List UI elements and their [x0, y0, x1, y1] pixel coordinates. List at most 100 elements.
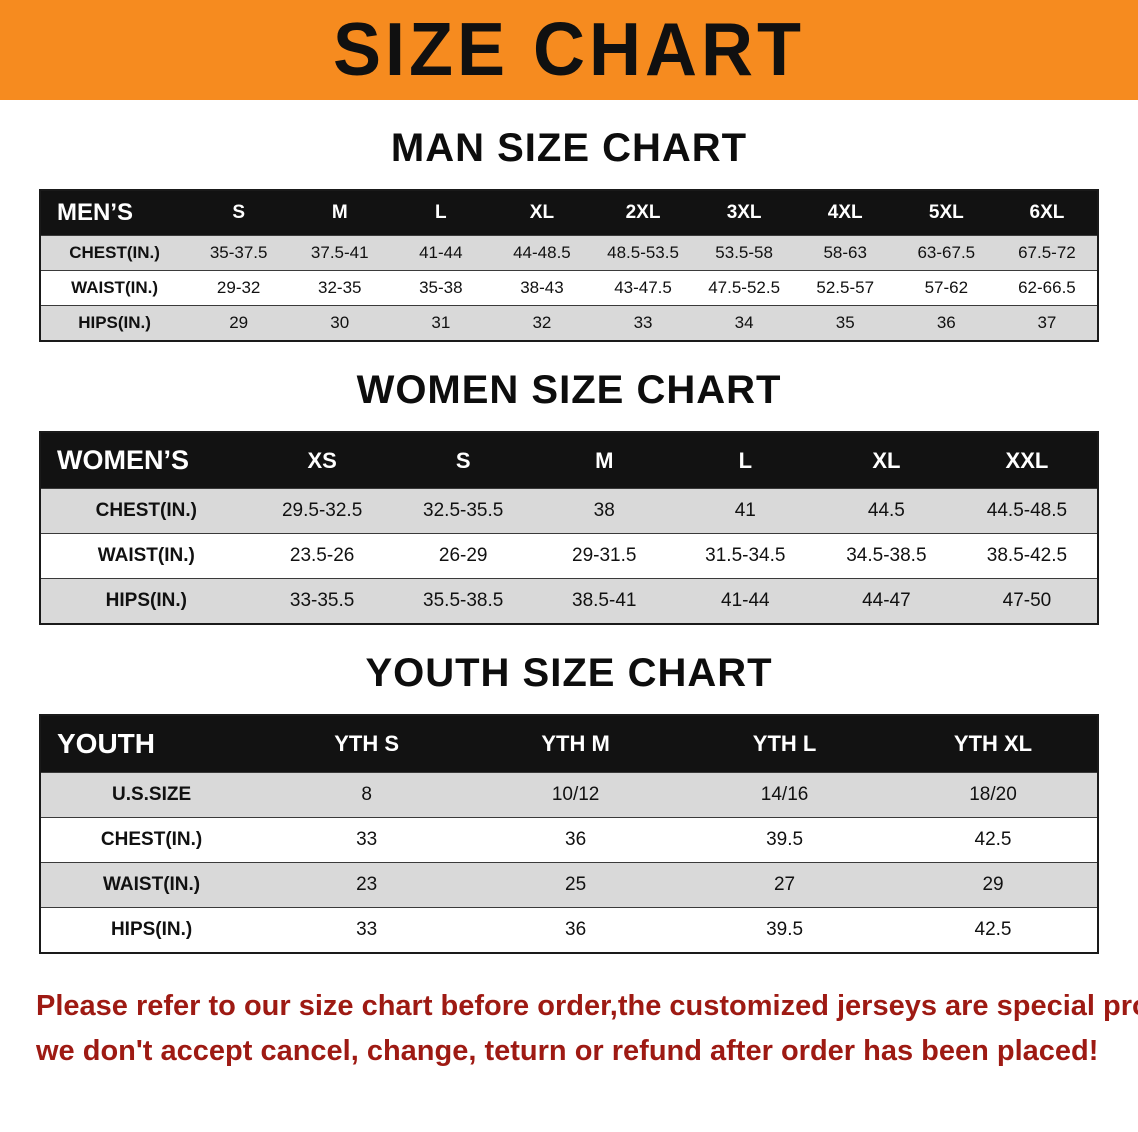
- row-label: HIPS(IN.): [40, 305, 189, 342]
- table-cell: 34: [693, 305, 795, 342]
- column-header: YTH M: [471, 714, 681, 773]
- row-label: CHEST(IN.): [40, 235, 189, 271]
- women-table-label: WOMEN’S: [40, 431, 252, 489]
- table-cell: 58-63: [794, 235, 896, 271]
- youth-section-title: YOUTH SIZE CHART: [365, 651, 773, 695]
- column-header: XS: [251, 431, 393, 489]
- column-header: S: [188, 189, 290, 236]
- table-cell: 35-37.5: [188, 235, 290, 271]
- table-cell: 33: [592, 305, 694, 342]
- table-cell: 29: [188, 305, 290, 342]
- table-cell: 47.5-52.5: [693, 270, 795, 306]
- table-cell: 38.5-41: [533, 578, 675, 625]
- table-row: WAIST(IN.) 23 25 27 29: [40, 862, 1098, 908]
- table-cell: 44.5-48.5: [956, 488, 1098, 534]
- table-cell: 41-44: [390, 235, 492, 271]
- column-header: YTH S: [262, 714, 472, 773]
- column-header: L: [674, 431, 816, 489]
- order-notice: Please refer to our size chart before or…: [36, 984, 1138, 1074]
- table-cell: 33-35.5: [251, 578, 393, 625]
- order-notice-line-1: Please refer to our size chart before or…: [36, 990, 1138, 1022]
- men-section-title: MAN SIZE CHART: [390, 126, 748, 170]
- row-label: U.S.SIZE: [40, 772, 263, 818]
- table-row: HIPS(IN.) 33-35.5 35.5-38.5 38.5-41 41-44 44-…: [40, 578, 1098, 625]
- youth-size-table: YOUTH YTH S YTH M YTH L YTH XL U.S.SIZE 8 10/12…: [39, 714, 1099, 954]
- table-cell: 36: [471, 817, 681, 863]
- table-cell: 47-50: [956, 578, 1098, 625]
- table-cell: 32: [491, 305, 593, 342]
- table-cell: 35: [794, 305, 896, 342]
- column-header: M: [289, 189, 391, 236]
- table-cell: 23: [262, 862, 472, 908]
- table-cell: 38: [533, 488, 675, 534]
- table-cell: 34.5-38.5: [815, 533, 957, 579]
- row-label: WAIST(IN.): [40, 270, 189, 306]
- row-label: HIPS(IN.): [40, 578, 252, 625]
- table-cell: 63-67.5: [895, 235, 997, 271]
- size-chart-banner: SIZE CHART: [0, 0, 1138, 100]
- table-cell: 29.5-32.5: [251, 488, 393, 534]
- table-cell: 36: [895, 305, 997, 342]
- table-cell: 33: [262, 907, 472, 954]
- women-size-chart-section: WOMEN SIZE CHART WOMEN’S XS S M L XL XXL CHEST(…: [0, 368, 1138, 625]
- table-cell: 48.5-53.5: [592, 235, 694, 271]
- table-cell: 62-66.5: [996, 270, 1098, 306]
- table-cell: 31: [390, 305, 492, 342]
- table-cell: 29-31.5: [533, 533, 675, 579]
- table-cell: 44-47: [815, 578, 957, 625]
- table-cell: 29-32: [188, 270, 290, 306]
- table-cell: 37.5-41: [289, 235, 391, 271]
- table-row: WAIST(IN.) 23.5-26 26-29 29-31.5 31.5-34.5 34…: [40, 533, 1098, 579]
- table-row: WAIST(IN.) 29-32 32-35 35-38 38-43 43-47.5 47.…: [40, 270, 1098, 306]
- column-header: XL: [815, 431, 957, 489]
- table-cell: 39.5: [680, 907, 890, 954]
- table-row: U.S.SIZE 8 10/12 14/16 18/20: [40, 772, 1098, 818]
- table-cell: 38-43: [491, 270, 593, 306]
- table-cell: 10/12: [471, 772, 681, 818]
- column-header: L: [390, 189, 492, 236]
- row-label: HIPS(IN.): [40, 907, 263, 954]
- table-cell: 38.5-42.5: [956, 533, 1098, 579]
- table-row: HIPS(IN.) 33 36 39.5 42.5: [40, 907, 1098, 954]
- table-cell: 53.5-58: [693, 235, 795, 271]
- table-cell: 36: [471, 907, 681, 954]
- table-cell: 29: [889, 862, 1098, 908]
- table-cell: 23.5-26: [251, 533, 393, 579]
- page-title: SIZE CHART: [333, 8, 805, 93]
- table-cell: 35.5-38.5: [392, 578, 534, 625]
- men-table-label: MEN’S: [40, 189, 189, 236]
- table-cell: 42.5: [889, 817, 1098, 863]
- table-row: CHEST(IN.) 33 36 39.5 42.5: [40, 817, 1098, 863]
- table-cell: 43-47.5: [592, 270, 694, 306]
- table-cell: 25: [471, 862, 681, 908]
- table-cell: 14/16: [680, 772, 890, 818]
- table-row: CHEST(IN.) 29.5-32.5 32.5-35.5 38 41 44.5 44.5…: [40, 488, 1098, 534]
- youth-size-chart-section: YOUTH SIZE CHART YOUTH YTH S YTH M YTH L YTH…: [0, 651, 1138, 954]
- column-header: M: [533, 431, 675, 489]
- table-header-row: YOUTH YTH S YTH M YTH L YTH XL: [40, 714, 1098, 773]
- table-cell: 32.5-35.5: [392, 488, 534, 534]
- table-cell: 26-29: [392, 533, 534, 579]
- table-cell: 31.5-34.5: [674, 533, 816, 579]
- table-cell: 44-48.5: [491, 235, 593, 271]
- column-header: 3XL: [693, 189, 795, 236]
- row-label: CHEST(IN.): [40, 817, 263, 863]
- men-size-table-wrap: MEN’S S M L XL 2XL 3XL 4XL 5XL 6XL CHEST(IN.) 35-37…: [39, 189, 1099, 342]
- women-size-table: WOMEN’S XS S M L XL XXL CHEST(IN.) 29.5-32.5 32.5…: [39, 431, 1099, 625]
- table-cell: 67.5-72: [996, 235, 1098, 271]
- table-row: HIPS(IN.) 29 30 31 32 33 34 35 36 37: [40, 305, 1098, 342]
- table-cell: 44.5: [815, 488, 957, 534]
- men-size-chart-section: MAN SIZE CHART MEN’S S M L XL 2XL 3XL 4XL 5XL 6XL…: [0, 126, 1138, 342]
- column-header: S: [392, 431, 534, 489]
- table-cell: 18/20: [889, 772, 1098, 818]
- youth-table-label: YOUTH: [40, 714, 263, 773]
- women-section-title: WOMEN SIZE CHART: [356, 368, 782, 412]
- table-cell: 27: [680, 862, 890, 908]
- table-header-row: WOMEN’S XS S M L XL XXL: [40, 431, 1098, 489]
- women-size-table-wrap: WOMEN’S XS S M L XL XXL CHEST(IN.) 29.5-32.5 32.5…: [39, 431, 1099, 625]
- column-header: 6XL: [996, 189, 1098, 236]
- column-header: YTH L: [680, 714, 890, 773]
- men-size-table: MEN’S S M L XL 2XL 3XL 4XL 5XL 6XL CHEST(IN.) 35-37…: [39, 189, 1099, 342]
- table-row: CHEST(IN.) 35-37.5 37.5-41 41-44 44-48.5 48.5…: [40, 235, 1098, 271]
- table-cell: 33: [262, 817, 472, 863]
